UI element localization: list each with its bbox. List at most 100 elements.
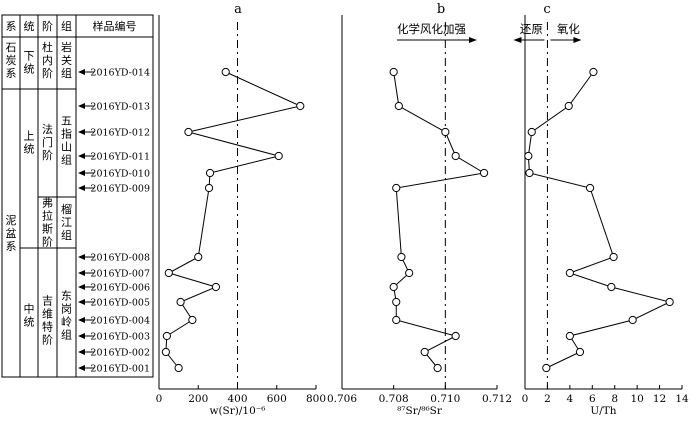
data-point xyxy=(607,282,616,292)
panel-title-b: b xyxy=(437,2,445,17)
formation-label: 东岗岭组 xyxy=(61,290,72,342)
data-point xyxy=(389,282,398,292)
data-point xyxy=(296,101,305,111)
system-label: 石炭系 xyxy=(6,41,17,80)
data-point xyxy=(389,67,398,77)
sample-label: 2016YD-001 xyxy=(90,364,150,375)
sample-arrow-head xyxy=(78,333,85,339)
sample-label: 2016YD-012 xyxy=(90,128,150,139)
data-point xyxy=(184,127,193,137)
header-formation: 组 xyxy=(61,19,72,33)
data-point xyxy=(479,168,489,178)
data-point xyxy=(205,168,215,178)
panel-title-a: a xyxy=(234,2,242,17)
data-point xyxy=(221,67,230,77)
sample-label: 2016YD-009 xyxy=(90,184,150,195)
x-tick-label: 600 xyxy=(267,393,287,405)
stage-label: 弗拉斯阶 xyxy=(42,196,53,249)
sample-arrow-head xyxy=(78,284,85,290)
header-sample: 样品编号 xyxy=(93,19,137,33)
data-point xyxy=(524,151,533,161)
series-label: 中统 xyxy=(24,303,35,329)
x-tick-label: 12 xyxy=(653,393,666,405)
sample-label: 2016YD-006 xyxy=(90,283,150,294)
x-tick-label: 400 xyxy=(227,393,247,405)
x-tick-label: 0 xyxy=(156,393,163,405)
header-system: 系 xyxy=(6,20,17,33)
data-point xyxy=(204,183,214,193)
sample-arrow-head xyxy=(78,270,85,276)
data-point xyxy=(394,101,403,111)
data-point xyxy=(609,252,618,262)
data-point xyxy=(174,363,183,373)
series-line xyxy=(527,71,672,369)
annotation-left-label: 还原 xyxy=(520,22,543,36)
data-point xyxy=(274,151,283,161)
data-point xyxy=(211,282,221,292)
data-point xyxy=(542,363,551,373)
sample-label: 2016YD-008 xyxy=(90,253,150,264)
x-tick-label: 0.710 xyxy=(430,393,460,405)
sample-label: 2016YD-002 xyxy=(90,348,150,359)
sample-arrow-head xyxy=(78,365,85,371)
sample-label: 2016YD-007 xyxy=(90,269,150,280)
sample-arrow-head xyxy=(78,254,85,260)
data-point xyxy=(194,252,203,262)
formation-label: 榴江组 xyxy=(61,202,72,242)
data-point xyxy=(589,67,598,77)
sample-arrow-head xyxy=(78,299,85,305)
stage-label: 杜内阶 xyxy=(42,40,53,80)
sample-arrow-head xyxy=(78,153,85,159)
sample-arrow-head xyxy=(78,103,85,109)
data-point xyxy=(392,183,401,193)
data-point xyxy=(392,297,401,307)
data-point xyxy=(565,268,574,278)
sample-label: 2016YD-010 xyxy=(90,169,150,180)
sample-label: 2016YD-014 xyxy=(90,68,150,79)
header-series: 统 xyxy=(24,20,35,33)
data-point xyxy=(585,183,595,193)
data-point xyxy=(397,252,406,262)
data-point xyxy=(451,331,460,341)
formation-label: 五指山组 xyxy=(61,115,72,167)
table-border xyxy=(1,14,154,378)
data-point xyxy=(565,331,574,341)
data-point xyxy=(665,297,674,307)
data-point xyxy=(164,268,173,278)
panel-c: 0 2 4 6 8 10 12 14 U/Th 还原 氧化 xyxy=(513,15,689,417)
series-line xyxy=(393,71,486,369)
header-stage: 阶 xyxy=(42,19,53,33)
data-point xyxy=(628,315,637,325)
stratigraphic-table: 系统阶组 样品编号石炭系泥盆系 下统上统中统 杜内阶法门阶弗拉斯阶吉维特阶 岩关组五指山… xyxy=(1,14,154,378)
stage-label: 吉维特阶 xyxy=(42,295,53,347)
x-axis-label: U/Th xyxy=(590,405,616,417)
sample-arrow-head xyxy=(78,129,85,135)
x-tick-label: 8 xyxy=(611,393,618,405)
panel-b: 0.706 0.708 0.710 0.712 ⁸⁷Sr/⁸⁶Sr 化学风化加强 xyxy=(327,15,512,417)
series-label: 下统 xyxy=(24,50,35,76)
data-point xyxy=(575,347,585,357)
sample-arrow-head xyxy=(78,185,85,191)
sample-arrow-head xyxy=(78,69,85,75)
x-tick-label: 0.706 xyxy=(327,393,357,405)
annotation-right-arrow-head xyxy=(573,37,582,43)
x-tick-label: 14 xyxy=(675,393,689,405)
x-tick-label: 2 xyxy=(544,393,551,405)
stage-label: 法门阶 xyxy=(42,122,53,162)
data-point xyxy=(441,127,450,137)
sample-arrow-head xyxy=(78,349,85,355)
sample-label: 2016YD-005 xyxy=(90,298,150,309)
data-point xyxy=(433,363,442,373)
data-point xyxy=(161,347,170,357)
x-tick-label: 800 xyxy=(306,393,326,405)
data-point xyxy=(420,347,429,357)
x-axis-label: ⁸⁷Sr/⁸⁶Sr xyxy=(397,405,443,417)
x-tick-label: 0 xyxy=(522,393,529,405)
data-point xyxy=(162,331,171,341)
data-point xyxy=(188,315,197,325)
panel-a: 0 200 400 600 800 w(Sr)/10⁻⁶ xyxy=(156,15,326,417)
system-label: 泥盆系 xyxy=(6,214,17,253)
x-tick-label: 0.708 xyxy=(379,393,409,405)
data-point xyxy=(527,127,536,137)
